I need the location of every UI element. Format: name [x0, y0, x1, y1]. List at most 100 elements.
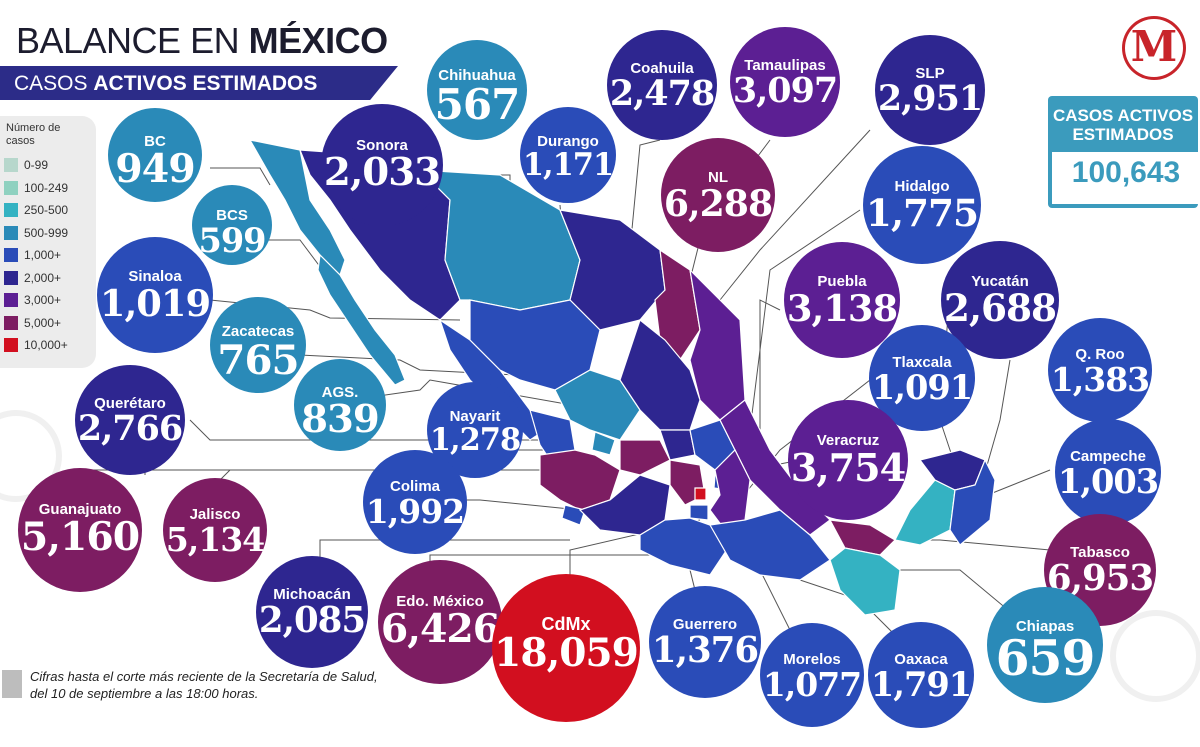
state-name: Chiapas — [1015, 618, 1075, 636]
state-bubble-guanajuato: Guanajuato 5,160 — [18, 468, 142, 592]
state-name: Colima — [389, 478, 440, 496]
state-value: 1,775 — [865, 190, 979, 235]
state-name: AGS. — [321, 383, 359, 401]
subtitle-bar — [0, 66, 398, 100]
state-name: Yucatán — [971, 272, 1029, 290]
legend-swatch — [4, 315, 18, 330]
page-title: BALANCE EN MÉXICO — [16, 20, 388, 61]
state-name: Tlaxcala — [892, 353, 952, 371]
legend-label: 500-999 — [24, 225, 69, 240]
logo-letter: M — [1130, 22, 1178, 71]
state-value: 1,171 — [522, 146, 614, 183]
state-value: 18,059 — [494, 629, 639, 676]
state-bubble-veracruz: Veracruz 3,754 — [788, 400, 908, 520]
milenio-logo-icon — [1122, 16, 1186, 80]
state-name: Edo. México — [396, 593, 484, 611]
state-value: 1,791 — [870, 663, 972, 704]
state-value: 6,288 — [663, 181, 773, 225]
page-subtitle: CASOS ACTIVOS ESTIMADOS — [14, 72, 318, 95]
state-bubble-cdmx: CdMx 18,059 — [492, 574, 640, 722]
state-bubble-oaxaca: Oaxaca 1,791 — [868, 622, 974, 728]
state-value: 1,992 — [365, 492, 465, 532]
legend-label: 0-99 — [24, 158, 49, 172]
state-bubble-durango: Durango 1,171 — [520, 107, 616, 203]
state-value: 949 — [115, 146, 195, 193]
state-name: Coahuila — [630, 59, 694, 77]
state-bubble-jalisco: Jalisco 5,134 — [163, 478, 267, 582]
legend-swatch — [4, 180, 18, 195]
state-name: Morelos — [783, 651, 841, 669]
state-value: 3,754 — [790, 445, 906, 491]
state-name: Michoacán — [273, 586, 351, 604]
state-bubble-nl: NL 6,288 — [661, 138, 775, 252]
state-bubble-tamaulipas: Tamaulipas 3,097 — [730, 27, 840, 137]
state-value: 1,003 — [1057, 460, 1159, 501]
state-bubble-sonora: Sonora 2,033 — [321, 104, 443, 226]
state-bubble-zacatecas: Zacatecas 765 — [210, 297, 306, 393]
legend-swatch — [4, 293, 18, 307]
legend-swatch — [4, 338, 18, 352]
state-value: 5,160 — [20, 514, 140, 561]
state-bubble-morelos: Morelos 1,077 — [760, 623, 864, 727]
state-bubble-nayarit: Nayarit 1,278 — [427, 382, 523, 478]
footnote-swatch — [2, 670, 22, 698]
state-value: 1,091 — [871, 366, 973, 407]
footnote: Cifras hasta el corte más reciente de la… — [30, 669, 378, 701]
state-name: Sonora — [356, 136, 408, 154]
state-bubble-tabasco: Tabasco 6,953 — [1044, 514, 1156, 626]
state-name: Oaxaca — [894, 650, 948, 668]
state-name: Hidalgo — [894, 177, 950, 195]
legend-label: 10,000+ — [24, 338, 68, 352]
state-bubble-bc: BC 949 — [108, 108, 202, 202]
state-name: Sinaloa — [128, 268, 182, 286]
state-bubble-slp: SLP 2,951 — [875, 35, 985, 145]
state-value: 1,383 — [1050, 360, 1150, 400]
state-bubble-sinaloa: Sinaloa 1,019 — [97, 237, 213, 353]
total-value: 100,643 — [1071, 156, 1181, 189]
state-bubble-hidalgo: Hidalgo 1,775 — [863, 146, 981, 264]
state-value: 1,077 — [762, 665, 862, 705]
state-name: Nayarit — [449, 407, 501, 425]
state-value: 567 — [434, 80, 521, 129]
state-value: 5,134 — [165, 520, 265, 560]
state-name: SLP — [915, 64, 945, 82]
state-value: 3,138 — [786, 286, 898, 331]
legend-swatch — [4, 225, 18, 240]
state-value: 659 — [995, 630, 1096, 688]
state-value: 599 — [198, 219, 266, 260]
state-value: 6,426 — [380, 606, 500, 653]
total-label: CASOS ACTIVOS ESTIMADOS — [1052, 106, 1194, 144]
state-name: Campeche — [1070, 447, 1146, 465]
legend-swatch — [4, 203, 18, 217]
state-name: CdMx — [541, 613, 591, 634]
legend-label: 100-249 — [24, 180, 69, 195]
state-value: 1,019 — [99, 281, 211, 326]
legend-label: 3,000+ — [24, 293, 62, 307]
state-value: 2,085 — [258, 600, 366, 642]
state-name: Tabasco — [1070, 544, 1130, 562]
state-bubble-guerrero: Guerrero 1,376 — [649, 586, 761, 698]
state-value: 2,951 — [877, 77, 983, 119]
state-value: 765 — [217, 335, 299, 384]
state-bubble-colima: Colima 1,992 — [363, 450, 467, 554]
state-name: Guerrero — [672, 616, 738, 634]
legend — [0, 116, 96, 368]
legend-swatch — [4, 248, 18, 262]
legend-swatch — [4, 158, 18, 172]
state-value: 2,688 — [943, 285, 1057, 330]
state-bubble-michoacán: Michoacán 2,085 — [256, 556, 368, 668]
state-name: Tamaulipas — [744, 56, 826, 74]
state-name: Veracruz — [816, 432, 880, 450]
state-value: 3,097 — [732, 69, 838, 111]
state-bubble-chihuahua: Chihuahua 567 — [427, 40, 527, 140]
state-value: 1,376 — [651, 630, 759, 672]
state-name: NL — [708, 168, 728, 186]
state-name: Guanajuato — [38, 501, 122, 519]
state-name: Q. Roo — [1075, 346, 1125, 364]
state-name: BC — [144, 133, 166, 151]
legend-label: 250-500 — [24, 203, 69, 217]
virus-watermark-right — [1110, 610, 1200, 702]
legend-title: Número de casos — [6, 122, 61, 147]
state-name: Chihuahua — [438, 67, 516, 84]
state-bubble-bcs: BCS 599 — [192, 185, 272, 265]
